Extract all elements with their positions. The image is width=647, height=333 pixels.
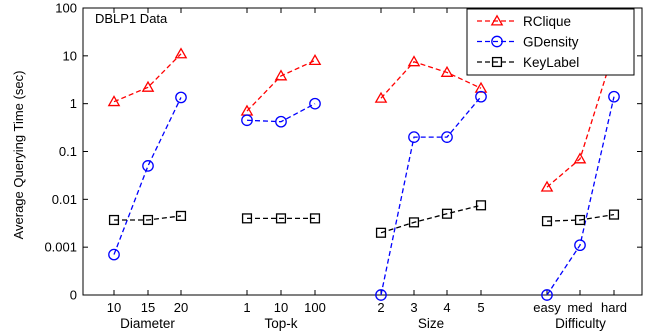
data-point <box>309 213 321 224</box>
legend-marker <box>491 35 503 48</box>
series-line <box>246 59 316 112</box>
series-keylabel <box>108 200 620 238</box>
x-tick-label: 4 <box>443 300 450 315</box>
x-tick-label: 100 <box>304 300 326 315</box>
x-group-label: Top-k <box>264 316 297 331</box>
series-line <box>546 96 615 296</box>
series-line <box>380 61 482 99</box>
x-tick-label: 10 <box>107 300 121 315</box>
data-point <box>608 90 620 103</box>
data-point <box>142 214 154 226</box>
x-tick-label: hard <box>601 300 627 315</box>
data-point <box>574 239 586 252</box>
data-point <box>541 216 553 227</box>
data-point <box>441 131 453 143</box>
series-line <box>114 215 182 221</box>
data-point <box>274 69 288 81</box>
y-tick-label: 0.1 <box>59 144 77 159</box>
data-point <box>241 213 253 224</box>
data-point <box>275 115 287 128</box>
data-point <box>475 200 487 211</box>
x-tick-label: 5 <box>477 300 484 315</box>
series-line <box>380 204 482 234</box>
data-point <box>608 209 620 220</box>
data-point <box>241 114 253 127</box>
data-point <box>408 217 420 228</box>
data-point <box>142 160 154 172</box>
x-group-label: Difficulty <box>555 316 606 331</box>
x-tick-label: 15 <box>141 300 155 315</box>
data-point <box>441 208 453 219</box>
data-point <box>408 131 420 143</box>
series-gdensity <box>108 90 620 301</box>
legend-label: KeyLabel <box>523 55 579 70</box>
chart-title: DBLP1 Data <box>95 11 168 26</box>
y-axis-title: Average Querying Time (sec) <box>11 71 26 240</box>
data-point <box>407 55 421 67</box>
data-point <box>475 90 487 103</box>
data-point <box>440 65 454 77</box>
data-point <box>375 289 387 301</box>
data-point <box>275 213 287 224</box>
x-tick-label: med <box>567 300 592 315</box>
x-tick-label: 20 <box>174 300 188 315</box>
data-point <box>175 91 187 104</box>
series-line <box>113 53 182 103</box>
legend-item-keylabel: KeyLabel <box>477 55 579 70</box>
series-line <box>546 213 615 222</box>
legend-marker <box>491 56 503 68</box>
series-line <box>113 97 182 255</box>
y-tick-label: 1 <box>70 96 77 111</box>
data-point <box>540 180 554 192</box>
legend-marker <box>490 14 504 26</box>
series-line <box>380 96 482 296</box>
data-point <box>107 95 121 107</box>
x-group-label: Size <box>418 316 444 331</box>
legend-item-gdensity: GDensity <box>477 35 579 50</box>
data-point <box>374 91 388 103</box>
y-tick-label: 10 <box>63 48 77 63</box>
data-point <box>309 97 321 110</box>
series-line <box>546 50 615 188</box>
x-tick-label: 2 <box>377 300 384 315</box>
data-point <box>375 227 387 238</box>
y-tick-label: 0.01 <box>52 192 77 207</box>
data-point <box>174 47 188 59</box>
x-tick-label: 3 <box>410 300 417 315</box>
legend-item-rclique: RClique <box>477 14 571 29</box>
x-tick-label: easy <box>533 300 561 315</box>
legend-label: GDensity <box>523 35 579 50</box>
data-point <box>141 80 155 92</box>
x-tick-label: 1 <box>243 300 250 315</box>
data-point <box>108 248 120 261</box>
data-point <box>574 214 586 226</box>
x-tick-label: 10 <box>274 300 288 315</box>
y-tick-label: 0.001 <box>44 240 77 255</box>
y-tick-label: 100 <box>55 1 77 16</box>
series-line <box>246 103 316 123</box>
data-point <box>474 81 488 93</box>
legend-label: RClique <box>523 14 571 29</box>
data-point <box>108 214 120 226</box>
data-point <box>541 289 553 301</box>
data-point <box>573 152 587 164</box>
data-point <box>175 210 187 221</box>
data-point <box>308 53 322 66</box>
x-group-label: Diameter <box>120 316 175 331</box>
y-tick-label: 0 <box>70 288 77 303</box>
